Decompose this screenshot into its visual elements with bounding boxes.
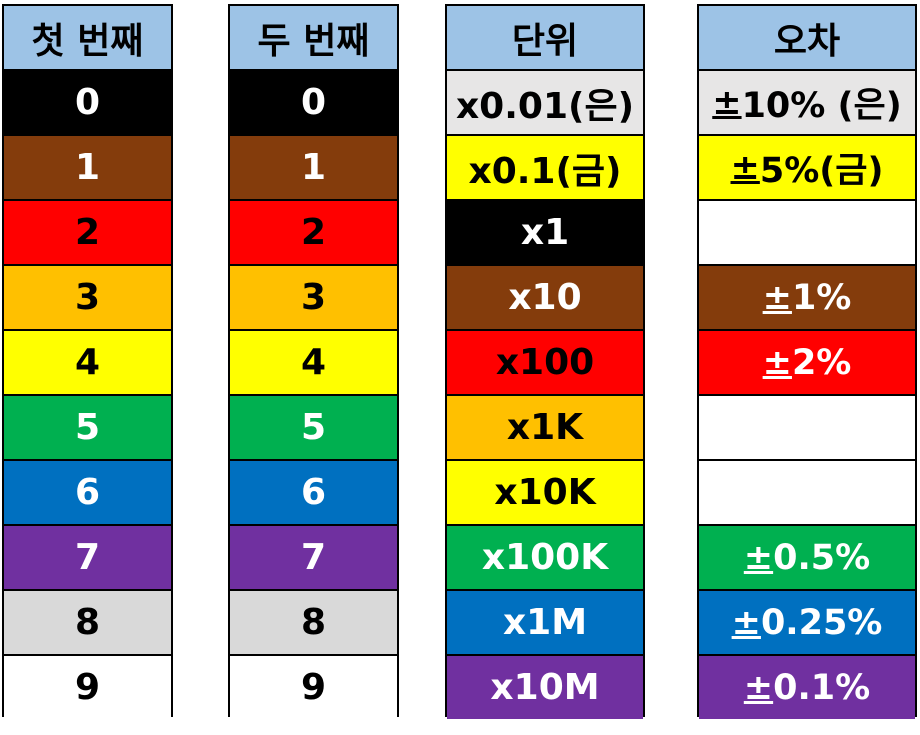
second-digit-cell: 9 — [230, 654, 397, 719]
multiplier-cell: x1M — [447, 589, 643, 654]
multiplier-cell: x10 — [447, 264, 643, 329]
tolerance-cell: ±0.25% — [699, 589, 915, 654]
tolerance-value: 0.25% — [760, 602, 883, 643]
first-digit-cell: 1 — [4, 134, 171, 199]
multiplier-cell: x1K — [447, 394, 643, 459]
tolerance-table: 오차 ±10% (은) ±5%(금) ±1% ±2% ±0.5% ±0.25% … — [697, 4, 917, 719]
first-digit-cell: 2 — [4, 199, 171, 264]
second-digit-cell: 5 — [230, 394, 397, 459]
multiplier-cell: x0.01(은) — [447, 69, 643, 134]
first-digit-cell: 3 — [4, 264, 171, 329]
multiplier-cell: x100 — [447, 329, 643, 394]
second-digit-table: 두 번째 0 1 2 3 4 5 6 7 8 9 — [228, 4, 399, 719]
tolerance-value: 5%(금) — [759, 151, 884, 191]
tolerance-value: 0.5% — [773, 537, 871, 578]
tolerance-value: 1% — [791, 277, 852, 318]
tolerance-value: 0.1% — [773, 667, 871, 708]
first-digit-cell: 6 — [4, 459, 171, 524]
plus-minus-sign: ± — [743, 667, 774, 708]
first-digit-cell: 4 — [4, 329, 171, 394]
tolerance-cell: ±1% — [699, 264, 915, 329]
second-digit-cell: 6 — [230, 459, 397, 524]
tolerance-cell — [699, 459, 915, 524]
plus-minus-sign: ± — [712, 82, 742, 123]
tolerance-cell: ±0.1% — [699, 654, 915, 719]
plus-minus-sign: ± — [730, 147, 760, 188]
first-digit-cell: 9 — [4, 654, 171, 719]
tolerance-value: 10% (은) — [741, 86, 902, 126]
second-digit-cell: 0 — [230, 69, 397, 134]
first-digit-cell: 0 — [4, 69, 171, 134]
tolerance-cell: ±5%(금) — [699, 134, 915, 199]
tolerance-cell — [699, 199, 915, 264]
tolerance-cell: ±10% (은) — [699, 69, 915, 134]
plus-minus-sign: ± — [762, 342, 792, 383]
multiplier-cell: x10M — [447, 654, 643, 719]
first-digit-cell: 8 — [4, 589, 171, 654]
second-digit-header: 두 번째 — [230, 6, 397, 69]
first-digit-cell: 7 — [4, 524, 171, 589]
second-digit-cell: 8 — [230, 589, 397, 654]
multiplier-cell: x100K — [447, 524, 643, 589]
multiplier-cell: x0.1(금) — [447, 134, 643, 199]
tolerance-cell: ±0.5% — [699, 524, 915, 589]
tolerance-cell — [699, 394, 915, 459]
first-digit-table: 첫 번째 0 1 2 3 4 5 6 7 8 9 — [2, 4, 173, 719]
multiplier-cell: x1 — [447, 199, 643, 264]
plus-minus-sign: ± — [743, 537, 774, 578]
multiplier-header: 단위 — [447, 6, 643, 69]
tolerance-header: 오차 — [699, 6, 915, 69]
multiplier-cell: x10K — [447, 459, 643, 524]
second-digit-cell: 1 — [230, 134, 397, 199]
second-digit-cell: 2 — [230, 199, 397, 264]
plus-minus-sign: ± — [731, 602, 761, 643]
multiplier-table: 단위 x0.01(은) x0.1(금) x1 x10 x100 x1K x10K… — [445, 4, 645, 719]
first-digit-cell: 5 — [4, 394, 171, 459]
second-digit-cell: 3 — [230, 264, 397, 329]
tolerance-cell: ±2% — [699, 329, 915, 394]
first-digit-header: 첫 번째 — [4, 6, 171, 69]
second-digit-cell: 4 — [230, 329, 397, 394]
tolerance-value: 2% — [791, 342, 852, 383]
plus-minus-sign: ± — [762, 277, 792, 318]
second-digit-cell: 7 — [230, 524, 397, 589]
